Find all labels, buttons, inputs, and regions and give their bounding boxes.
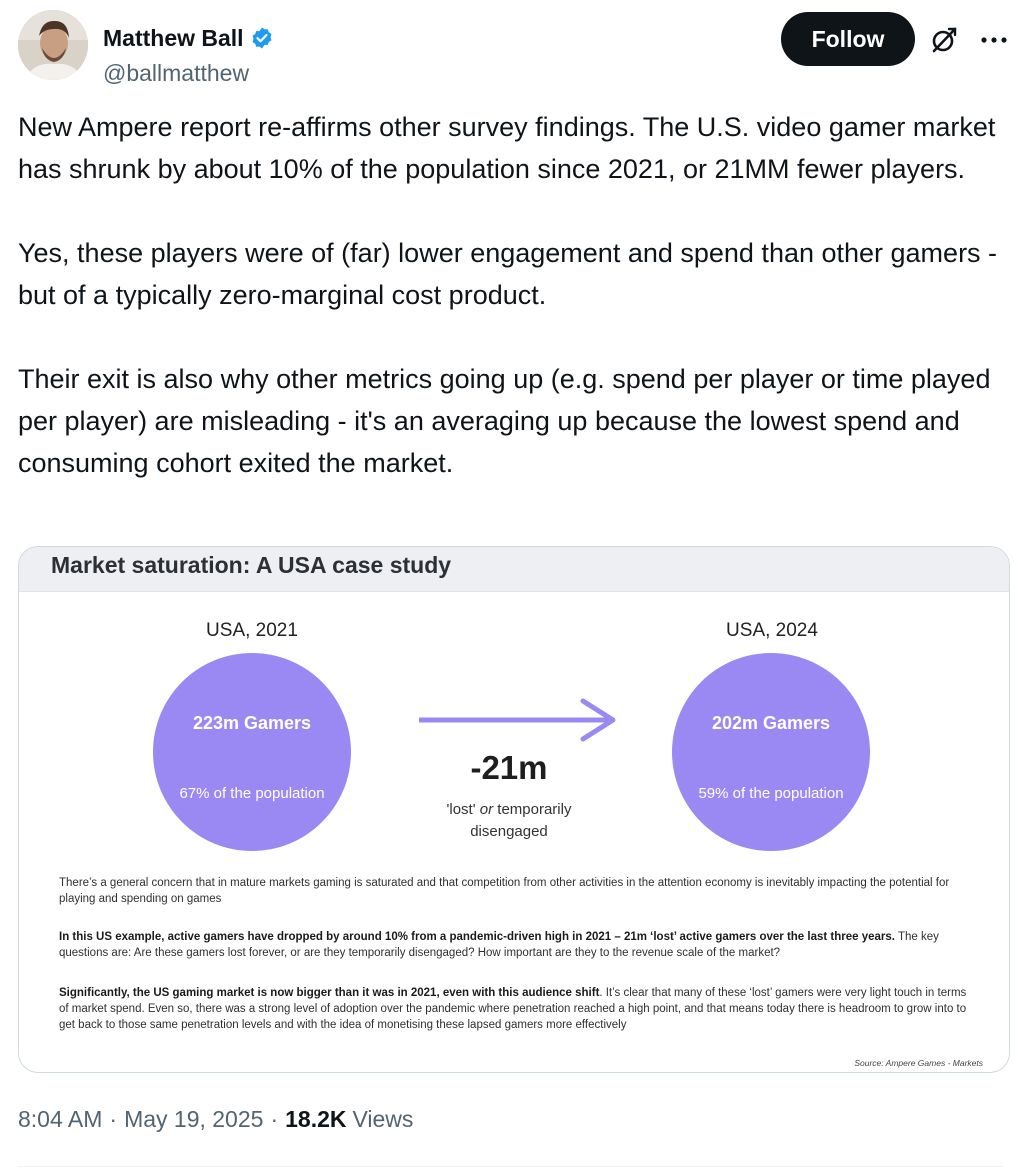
views-count: 18.2K (285, 1106, 347, 1132)
card-paragraph-rest: . It’s clear that many of these ‘lost’ g… (59, 987, 967, 1031)
card-paragraph: Significantly, the US gaming market is n… (59, 985, 979, 1033)
views-label: Views (352, 1106, 414, 1132)
tweet-paragraph: Their exit is also why other metrics goi… (18, 364, 991, 478)
media-image[interactable]: Market saturation: A USA case study USA,… (18, 546, 1010, 1073)
verified-badge-icon (252, 27, 272, 49)
card-paragraph: In this US example, active gamers have d… (59, 929, 979, 961)
separator: · (270, 1106, 279, 1132)
delta-value: -21m (470, 749, 548, 786)
tweet-date[interactable]: May 19, 2025 (124, 1106, 264, 1132)
delta-caption-temporarily: temporarily (497, 801, 572, 818)
gamers-2024: 202m Gamers (711, 713, 831, 733)
more-icon[interactable] (980, 36, 1008, 44)
card-paragraph-bold: Significantly, the US gaming market is n… (59, 987, 600, 999)
year-label-2024: USA, 2024 (726, 620, 818, 641)
card-paragraph-rest: The key questions are: Are these gamers … (59, 931, 939, 959)
tweet-header: Matthew Ball @ballmatthew Follow (18, 10, 1008, 86)
divider (18, 1166, 1003, 1167)
tweet-paragraph: New Ampere report re-affirms other surve… (18, 112, 996, 184)
avatar[interactable] (18, 10, 88, 80)
circle-2024: 202m Gamers 59% of the population (672, 653, 870, 851)
card-title: Market saturation: A USA case study (51, 552, 452, 578)
display-name[interactable]: Matthew Ball (103, 25, 244, 51)
tweet-text: New Ampere report re-affirms other surve… (18, 106, 1003, 484)
handle[interactable]: @ballmatthew (103, 60, 250, 86)
delta-caption-disengaged: disengaged (470, 823, 548, 840)
grok-icon[interactable] (930, 26, 958, 54)
year-label-2021: USA, 2021 (206, 620, 298, 641)
card-paragraph-bold: In this US example, active gamers have d… (59, 931, 895, 943)
delta-caption: 'lost' or temporarily disengaged (409, 799, 609, 843)
share-2021: 67% of the population (179, 785, 325, 802)
delta-caption-lost: 'lost' (446, 801, 476, 818)
card-header: Market saturation: A USA case study (19, 547, 1009, 592)
separator: · (109, 1106, 118, 1132)
gamers-2021: 223m Gamers (192, 713, 312, 733)
tweet-meta: 8:04 AM · May 19, 2025 · 18.2K Views (18, 1106, 413, 1133)
tweet-paragraph: Yes, these players were of (far) lower e… (18, 238, 998, 310)
circle-2021: 223m Gamers 67% of the population (153, 653, 351, 851)
share-2024: 59% of the population (698, 785, 844, 802)
follow-button[interactable]: Follow (781, 12, 915, 66)
card-paragraph: There’s a general concern that in mature… (59, 877, 950, 905)
tweet-time[interactable]: 8:04 AM (18, 1106, 103, 1132)
source-note: Source: Ampere Games - Markets (854, 1058, 983, 1068)
delta-caption-or: or (479, 801, 494, 818)
arrow-right-icon (419, 698, 616, 742)
